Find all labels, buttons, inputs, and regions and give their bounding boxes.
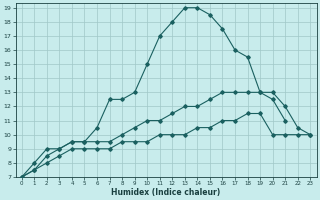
X-axis label: Humidex (Indice chaleur): Humidex (Indice chaleur) [111,188,221,197]
